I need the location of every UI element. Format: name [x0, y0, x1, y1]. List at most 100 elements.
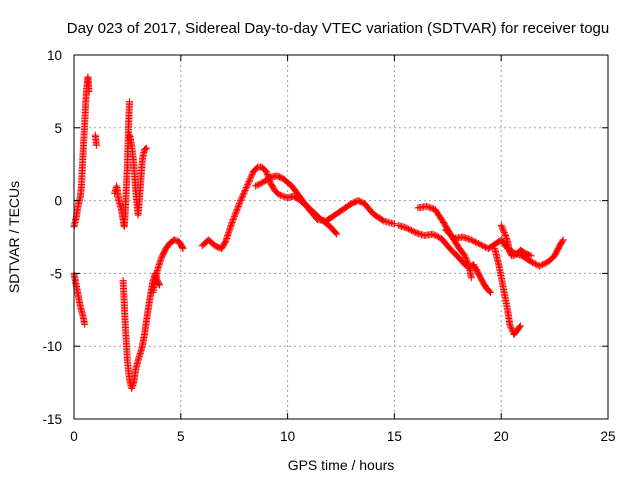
- data-point: [406, 226, 414, 234]
- data-point: [252, 182, 260, 190]
- series-arc-a3: [91, 131, 100, 149]
- data-point: [432, 232, 440, 240]
- data-point: [499, 226, 507, 234]
- data-point: [129, 380, 137, 388]
- y-tick-label: 10: [47, 48, 62, 63]
- data-point: [498, 223, 506, 231]
- data-point: [240, 188, 248, 196]
- data-point: [540, 260, 548, 268]
- x-tick-label: 0: [70, 429, 78, 444]
- data-point: [236, 198, 244, 206]
- data-point: [230, 213, 238, 221]
- data-point: [233, 207, 241, 215]
- data-point: [473, 239, 481, 247]
- data-point: [178, 244, 186, 252]
- series-arc-j: [497, 221, 535, 260]
- data-point: [541, 259, 549, 267]
- series-arc-b1: [111, 98, 134, 231]
- data-point: [126, 98, 134, 106]
- data-point: [403, 224, 411, 232]
- data-point: [531, 260, 539, 268]
- data-point: [430, 231, 438, 239]
- y-tick-label: -10: [42, 339, 62, 354]
- data-point: [239, 191, 247, 199]
- data-point: [530, 259, 538, 267]
- plot-frame: [73, 54, 609, 420]
- data-point: [527, 252, 535, 260]
- data-point: [243, 182, 251, 190]
- x-tick-label: 15: [387, 429, 402, 444]
- data-point: [503, 236, 511, 244]
- data-point: [461, 253, 469, 261]
- data-point: [502, 233, 510, 241]
- data-point: [405, 225, 413, 233]
- x-tick-label: 10: [280, 429, 295, 444]
- grid-layer: [74, 55, 608, 419]
- data-point: [467, 274, 475, 282]
- data-point: [242, 185, 250, 193]
- data-point: [81, 320, 89, 328]
- x-tick-label: 20: [494, 429, 509, 444]
- data-point: [143, 144, 151, 152]
- series-arc-f: [252, 172, 398, 228]
- data-point: [497, 221, 505, 229]
- data-point: [241, 186, 249, 194]
- data-point: [476, 240, 484, 248]
- data-point: [240, 189, 248, 197]
- data-point: [85, 87, 93, 95]
- y-tick-label: 0: [54, 194, 62, 209]
- data-point: [248, 170, 256, 178]
- data-point: [410, 228, 418, 236]
- data-point: [470, 237, 478, 245]
- data-point: [254, 181, 262, 189]
- data-point: [256, 180, 264, 188]
- data-point: [155, 280, 163, 288]
- data-point: [516, 323, 524, 331]
- data-point: [263, 169, 271, 177]
- data-point: [237, 195, 245, 203]
- data-point: [234, 202, 242, 210]
- data-point: [92, 141, 100, 149]
- data-point: [230, 214, 238, 222]
- data-point: [247, 173, 255, 181]
- data-point: [128, 384, 136, 392]
- y-tick-label: 5: [54, 121, 62, 136]
- data-point: [128, 383, 136, 391]
- data-point: [474, 240, 482, 248]
- data-point: [462, 255, 470, 263]
- data-point: [435, 233, 443, 241]
- series-arc-a2: [70, 269, 89, 328]
- data-point: [242, 183, 250, 191]
- data-point: [234, 204, 242, 212]
- data-point: [246, 175, 254, 183]
- series-arc-g: [395, 221, 495, 296]
- data-point: [129, 382, 137, 390]
- data-point: [228, 218, 236, 226]
- data-point: [559, 236, 567, 244]
- data-point: [506, 320, 514, 328]
- data-point: [463, 256, 471, 264]
- data-point: [498, 224, 506, 232]
- marks-layer: [70, 73, 567, 392]
- data-point: [245, 178, 253, 186]
- data-point: [235, 201, 243, 209]
- data-point: [536, 262, 544, 270]
- data-point: [246, 176, 254, 184]
- data-point: [253, 181, 261, 189]
- data-point: [467, 236, 475, 244]
- data-point: [333, 230, 341, 238]
- data-point: [529, 258, 537, 266]
- data-point: [501, 230, 509, 238]
- data-point: [500, 229, 508, 237]
- data-point: [463, 258, 471, 266]
- data-point: [409, 227, 417, 235]
- data-point: [469, 237, 477, 245]
- y-tick-label: -5: [50, 266, 62, 281]
- y-tick-label: -15: [42, 412, 62, 427]
- data-point: [232, 208, 240, 216]
- data-point: [477, 241, 485, 249]
- ticks-layer: 0 5 10 15 20 25 -15 -10 -5 0 5 10: [42, 48, 615, 444]
- data-point: [506, 322, 514, 330]
- data-point: [501, 232, 509, 240]
- data-point: [558, 237, 566, 245]
